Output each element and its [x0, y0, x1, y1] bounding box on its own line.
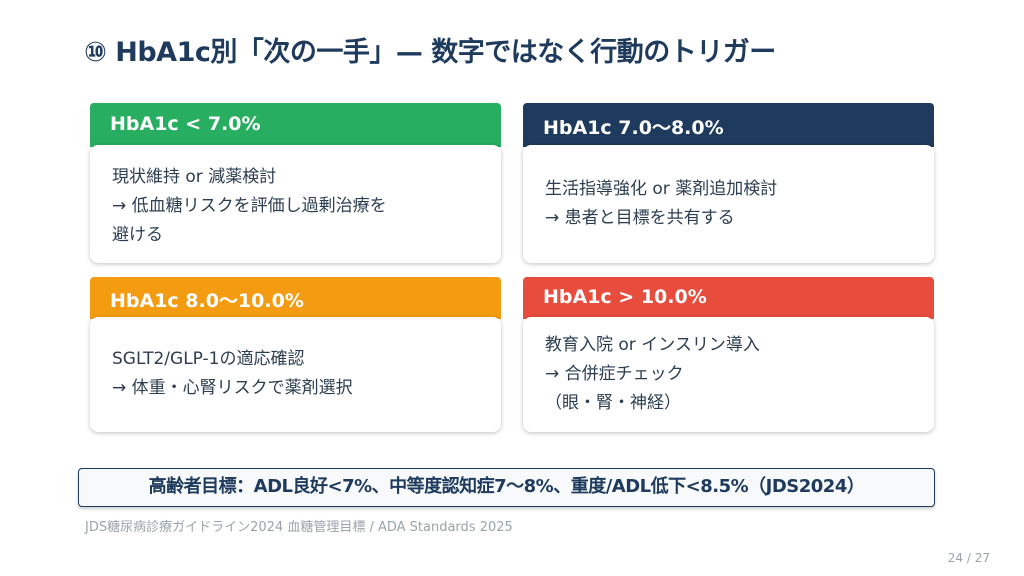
card-line: 現状維持 or 減薬検討: [112, 167, 277, 187]
card-7-to-8: HbA1c 7.0〜8.0% 生活指導強化 or 薬剤追加検討 → 患者と目標を…: [523, 103, 934, 263]
source-citation: JDS糖尿病診療ガイドライン2024 血糖管理目標 / ADA Standard…: [85, 520, 513, 535]
card-line: （眼・腎・神経）: [545, 393, 681, 413]
card-line: 生活指導強化 or 薬剤追加検討: [545, 179, 778, 199]
card-body: SGLT2/GLP-1の適応確認 → 体重・心腎リスクで薬剤選択: [90, 317, 501, 432]
card-body: 生活指導強化 or 薬剤追加検討 → 患者と目標を共有する: [523, 145, 934, 263]
card-line: → 合併症チェック: [545, 364, 684, 384]
card-line: 避ける: [112, 225, 163, 245]
card-header: HbA1c 7.0〜8.0%: [523, 103, 934, 147]
card-body: 教育入院 or インスリン導入 → 合併症チェック （眼・腎・神経）: [523, 317, 934, 432]
card-line: → 低血糖リスクを評価し過剰治療を: [112, 196, 387, 216]
card-header: HbA1c < 7.0%: [90, 103, 501, 147]
card-line: 教育入院 or インスリン導入: [545, 335, 760, 355]
card-header: HbA1c > 10.0%: [523, 277, 934, 319]
card-line: → 体重・心腎リスクで薬剤選択: [112, 378, 353, 398]
card-header: HbA1c 8.0〜10.0%: [90, 277, 501, 319]
card-line: SGLT2/GLP-1の適応確認: [112, 349, 305, 369]
card-below-7: HbA1c < 7.0% 現状維持 or 減薬検討 → 低血糖リスクを評価し過剰…: [90, 103, 501, 263]
elderly-target-note: 高齢者目標：ADL良好<7%、中等度認知症7〜8%、重度/ADL低下<8.5%（…: [78, 468, 935, 507]
card-body: 現状維持 or 減薬検討 → 低血糖リスクを評価し過剰治療を 避ける: [90, 145, 501, 263]
card-above-10: HbA1c > 10.0% 教育入院 or インスリン導入 → 合併症チェック …: [523, 277, 934, 432]
card-8-to-10: HbA1c 8.0〜10.0% SGLT2/GLP-1の適応確認 → 体重・心腎…: [90, 277, 501, 432]
card-line: → 患者と目標を共有する: [545, 208, 735, 228]
slide-title: ⑩ HbA1c別「次の一手」— 数字ではなく行動のトリガー: [84, 37, 776, 68]
page-number: 24 / 27: [947, 551, 990, 565]
